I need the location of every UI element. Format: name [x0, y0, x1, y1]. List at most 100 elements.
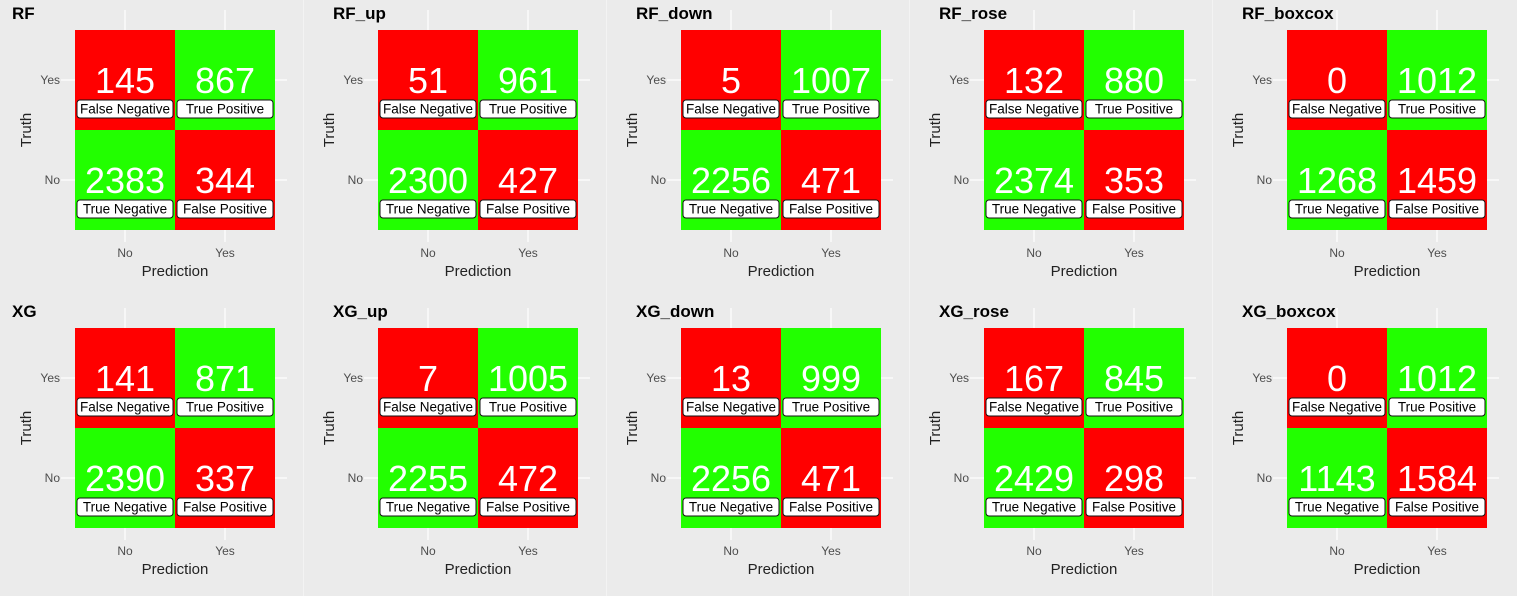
cell-label-fp: False Positive [1395, 500, 1479, 515]
cell-count-tn: 2300 [388, 160, 468, 201]
cell-label-box [76, 199, 174, 219]
x-axis-title: Prediction [1354, 561, 1421, 578]
cell-count-fp: 471 [801, 160, 861, 201]
cell-label-box [682, 397, 780, 417]
y-tick-label: No [1257, 173, 1273, 187]
x-axis-title: Prediction [1354, 263, 1421, 280]
cell-label-tp: True Positive [1095, 400, 1173, 415]
cell-count-tn: 2256 [691, 160, 771, 201]
cell-label-box [985, 397, 1083, 417]
cell-count-fn: 7 [418, 358, 438, 399]
cell-count-fn: 167 [1004, 358, 1064, 399]
cell-label-fn: False Negative [80, 102, 170, 117]
cell-count-tp: 867 [195, 60, 255, 101]
confusion-matrix-panel: RF_up 51 False Negative 961 True Positive 230… [303, 0, 606, 298]
cell-count-tn: 2255 [388, 458, 468, 499]
cell-count-fn: 0 [1327, 60, 1347, 101]
cell-count-fn: 141 [95, 358, 155, 399]
cell-label-tn: True Negative [1295, 202, 1379, 217]
cell-label-box [682, 497, 780, 517]
cell-label-box [1388, 397, 1486, 417]
confusion-matrix-panel: RF_down 5 False Negative 1007 True Positive 2… [606, 0, 909, 298]
cell-label-fp: False Positive [183, 202, 267, 217]
cell-count-tp: 1007 [791, 60, 871, 101]
x-axis-title: Prediction [445, 561, 512, 578]
x-tick-label: No [723, 544, 739, 558]
y-tick-label: Yes [646, 73, 666, 87]
cell-count-fp: 344 [195, 160, 255, 201]
cell-label-box [782, 99, 880, 119]
x-tick-label: No [723, 246, 739, 260]
x-tick-label: No [1026, 246, 1042, 260]
cell-label-tp: True Positive [792, 102, 870, 117]
cell-label-box [782, 397, 880, 417]
cell-label-fn: False Negative [989, 102, 1079, 117]
cell-label-tp: True Positive [792, 400, 870, 415]
confusion-matrix-panel: RF_rose 132 False Negative 880 True Positive… [909, 0, 1212, 298]
cell-label-fn: False Negative [686, 102, 776, 117]
confusion-matrix-panel: XG_boxcox 0 False Negative 1012 True Positiv… [1212, 298, 1515, 596]
cell-label-box [1085, 397, 1183, 417]
x-tick-label: No [117, 246, 133, 260]
cell-label-box [985, 99, 1083, 119]
cell-count-tn: 1143 [1298, 458, 1375, 499]
cell-label-box [76, 497, 174, 517]
y-tick-label: No [954, 173, 970, 187]
panel-title: RF_up [333, 4, 386, 23]
cell-count-fn: 132 [1004, 60, 1064, 101]
y-tick-label: No [651, 471, 667, 485]
cell-count-fp: 427 [498, 160, 558, 201]
panel-title: RF_boxcox [1242, 4, 1334, 23]
cell-label-box [1388, 99, 1486, 119]
cell-count-tn: 2390 [85, 458, 165, 499]
cell-label-box [1388, 497, 1486, 517]
confusion-matrix-panel: RF 145 False Negative 867 True Positive 2383 T… [0, 0, 303, 298]
cell-count-fn: 13 [711, 358, 751, 399]
cell-label-box [782, 199, 880, 219]
cell-label-tn: True Negative [1295, 500, 1379, 515]
panel-separator [606, 0, 607, 596]
y-tick-label: No [348, 471, 364, 485]
x-axis-title: Prediction [748, 263, 815, 280]
cell-label-box [176, 497, 274, 517]
cell-label-tn: True Negative [992, 500, 1076, 515]
cell-label-box [379, 199, 477, 219]
cell-label-box [782, 497, 880, 517]
cell-label-box [682, 99, 780, 119]
cell-label-tp: True Positive [186, 400, 264, 415]
cell-label-tn: True Negative [386, 202, 470, 217]
x-axis-title: Prediction [748, 561, 815, 578]
x-tick-label: No [117, 544, 133, 558]
cell-label-tp: True Positive [186, 102, 264, 117]
cell-label-fp: False Positive [486, 202, 570, 217]
cell-label-fp: False Positive [1092, 202, 1176, 217]
x-axis-title: Prediction [1051, 263, 1118, 280]
y-tick-label: Yes [646, 371, 666, 385]
x-tick-label: Yes [215, 246, 235, 260]
cell-count-tn: 2429 [994, 458, 1074, 499]
confusion-matrix-panel: XG_rose 167 False Negative 845 True Positive… [909, 298, 1212, 596]
y-tick-label: Yes [40, 371, 60, 385]
cell-label-fn: False Negative [989, 400, 1079, 415]
cell-label-fn: False Negative [1292, 102, 1382, 117]
y-tick-label: Yes [1252, 371, 1272, 385]
cell-label-fp: False Positive [183, 500, 267, 515]
cell-label-fp: False Positive [1395, 202, 1479, 217]
x-tick-label: Yes [821, 246, 841, 260]
y-axis-title: Truth [18, 411, 35, 445]
cell-count-fp: 1459 [1397, 160, 1477, 201]
cell-label-tp: True Positive [489, 102, 567, 117]
x-axis-title: Prediction [142, 263, 209, 280]
cell-count-fn: 5 [721, 60, 741, 101]
x-tick-label: Yes [821, 544, 841, 558]
cell-label-tn: True Negative [386, 500, 470, 515]
cell-label-box [379, 99, 477, 119]
y-tick-label: Yes [949, 371, 969, 385]
